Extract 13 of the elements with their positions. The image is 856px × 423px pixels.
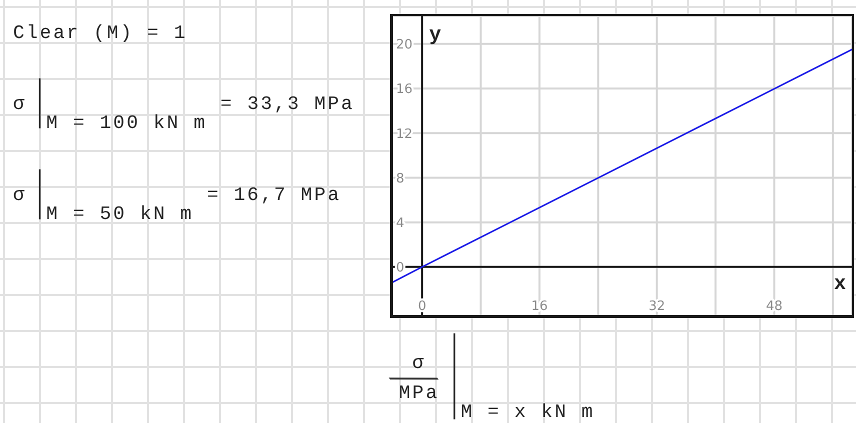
- x-tick-label: 32: [648, 299, 666, 314]
- y-tick-label: 16: [396, 82, 413, 98]
- y-tick-label: 4: [396, 216, 404, 231]
- x-tick-label: 16: [531, 299, 548, 314]
- x-axis-title: x: [834, 272, 846, 296]
- y-axis-title: y: [429, 24, 442, 47]
- x-tick-label: 48: [766, 299, 783, 314]
- y-tick-label: 20: [396, 38, 413, 53]
- y-tick-label: 12: [396, 126, 413, 142]
- text: σ|$_{M = 100 kN m}$ = 33,3 MPa: [13, 69, 354, 134]
- y-tick-label: 8: [396, 171, 404, 186]
- text: Clear (M) = 1: [13, 21, 188, 45]
- text: σ|$_{M = 50 kN m}$ = 16,7 MPa: [13, 160, 341, 225]
